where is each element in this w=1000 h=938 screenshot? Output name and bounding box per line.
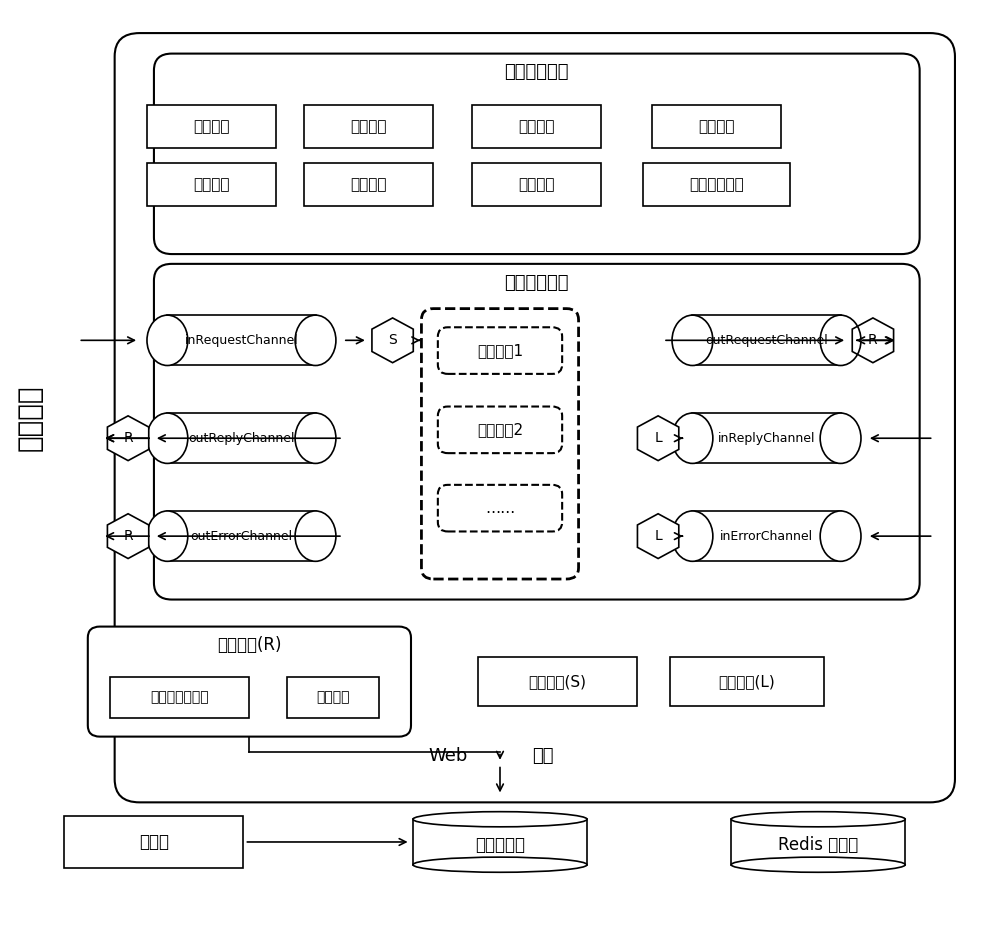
Text: 路由模块(R): 路由模块(R) [217,636,282,654]
Polygon shape [107,514,149,558]
Text: 容器基础模块: 容器基础模块 [505,63,569,82]
Text: 负载均衡: 负载均衡 [350,177,387,192]
Text: L: L [654,529,662,543]
Bar [167,413,316,463]
Text: Web: Web [429,748,468,765]
Polygon shape [852,318,894,363]
Ellipse shape [820,413,861,463]
Bar [110,677,249,718]
Text: outRequestChannel: outRequestChannel [705,334,828,347]
Bar [147,163,276,206]
Ellipse shape [413,857,587,872]
Text: 业务服务1: 业务服务1 [477,343,523,358]
Bar [167,511,316,561]
Ellipse shape [295,315,336,366]
Bar [670,658,824,705]
Bar [413,819,587,865]
Polygon shape [372,318,413,363]
FancyBboxPatch shape [115,33,955,802]
Bar [731,819,905,865]
Bar [472,163,601,206]
Text: 应用: 应用 [532,748,553,765]
Ellipse shape [731,857,905,872]
Bar [472,105,601,148]
Text: inReplyChannel: inReplyChannel [718,431,815,445]
Text: 消息处理服务: 消息处理服务 [505,274,569,292]
Text: 业务服务2: 业务服务2 [477,422,523,437]
Ellipse shape [820,315,861,366]
Text: 配置数据库: 配置数据库 [475,836,525,854]
Bar [692,511,841,561]
Text: ……: …… [485,501,515,516]
Text: 通道管理: 通道管理 [519,177,555,192]
Bar [652,105,781,148]
Text: 资源管理: 资源管理 [193,119,230,134]
Ellipse shape [147,413,188,463]
Bar [304,163,433,206]
Text: 控制台: 控制台 [139,833,169,851]
Ellipse shape [295,413,336,463]
Text: 远程通信: 远程通信 [193,177,230,192]
FancyBboxPatch shape [88,627,411,736]
Ellipse shape [731,811,905,826]
Ellipse shape [147,315,188,366]
Text: outErrorChannel: outErrorChannel [190,530,293,543]
Text: 心跳服务: 心跳服务 [519,119,555,134]
Text: 超时管理: 超时管理 [350,119,387,134]
Text: 请求路由规则库: 请求路由规则库 [150,690,209,704]
FancyBboxPatch shape [438,406,562,453]
Text: L: L [654,431,662,446]
Text: 服务容器: 服务容器 [16,385,44,451]
Ellipse shape [672,315,713,366]
Ellipse shape [295,511,336,561]
Bar [692,315,841,366]
FancyBboxPatch shape [438,327,562,374]
Bar [147,105,276,148]
Polygon shape [107,416,149,461]
Text: R: R [123,529,133,543]
Ellipse shape [413,811,587,826]
Polygon shape [637,416,679,461]
Bar [643,163,790,206]
Bar [692,413,841,463]
Ellipse shape [820,511,861,561]
Polygon shape [637,514,679,558]
Text: R: R [123,431,133,446]
FancyBboxPatch shape [154,53,920,254]
Bar [304,105,433,148]
Text: S: S [388,333,397,347]
Text: 返回监听(L): 返回监听(L) [718,674,775,689]
Text: inErrorChannel: inErrorChannel [720,530,813,543]
Text: inRequestChannel: inRequestChannel [185,334,298,347]
Text: 返回路由: 返回路由 [316,690,350,704]
Bar [167,315,316,366]
Bar [478,658,637,705]
Text: 消息创建工具: 消息创建工具 [689,177,744,192]
Bar [287,677,379,718]
Bar [64,816,243,868]
FancyBboxPatch shape [421,309,579,579]
Text: Redis 服务器: Redis 服务器 [778,836,858,854]
FancyBboxPatch shape [154,264,920,599]
Text: 服务解析(S): 服务解析(S) [529,674,587,689]
Text: 集群通知: 集群通知 [699,119,735,134]
Ellipse shape [672,511,713,561]
Ellipse shape [672,413,713,463]
FancyBboxPatch shape [438,485,562,532]
Text: R: R [868,333,878,347]
Ellipse shape [147,511,188,561]
Text: outReplyChannel: outReplyChannel [188,431,295,445]
